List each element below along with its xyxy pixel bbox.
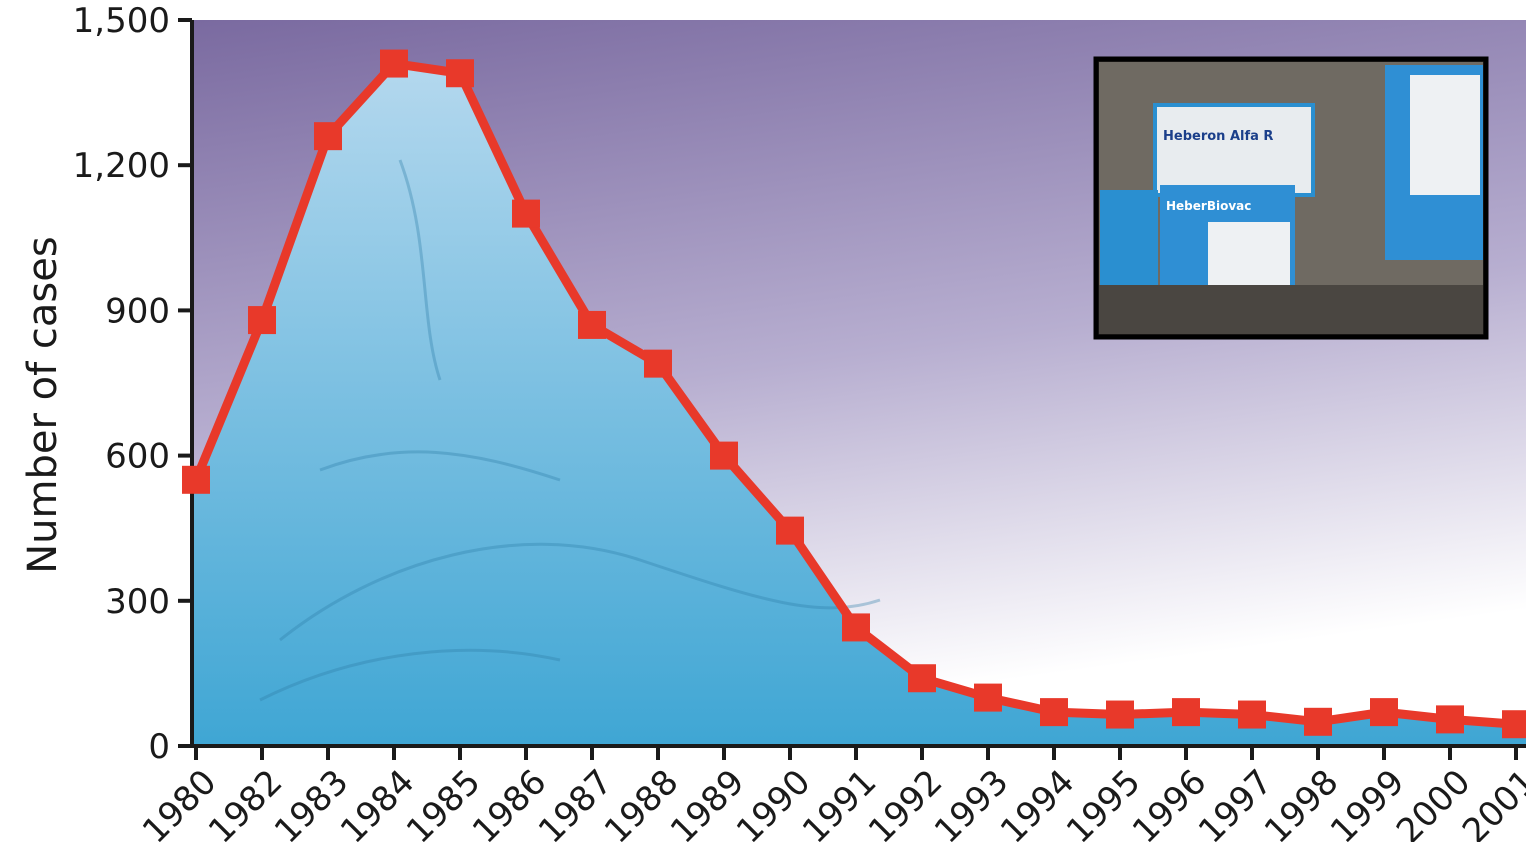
inset-box-right-label <box>1410 75 1480 195</box>
data-point-1983 <box>314 122 342 151</box>
map-texture <box>259 159 881 702</box>
data-point-1988 <box>644 349 672 378</box>
data-point-1995 <box>1106 700 1134 729</box>
data-point-1992 <box>908 664 936 693</box>
data-point-1999 <box>1370 698 1398 727</box>
y-tick-label: 0 <box>148 727 170 767</box>
y-tick-label: 1,500 <box>73 1 170 41</box>
data-point-1998 <box>1304 707 1332 736</box>
y-tick-label: 600 <box>105 437 170 477</box>
y-axis-label: Number of cases <box>20 236 66 573</box>
data-point-2000 <box>1436 705 1464 734</box>
data-point-1989 <box>710 441 738 470</box>
area-fill <box>192 63 1526 746</box>
inset-photo: Heberon Alfa R HeberBiovac <box>1093 56 1489 340</box>
inset-shelf <box>1099 285 1483 334</box>
data-point-1994 <box>1040 698 1068 727</box>
y-ticks: 0 300 600 900 1,200 1,500 <box>73 1 192 767</box>
data-point-1987 <box>578 310 606 339</box>
y-tick-label: 900 <box>105 291 170 331</box>
data-point-1990 <box>776 516 804 545</box>
data-point-1985 <box>446 59 474 88</box>
data-point-1982 <box>248 306 276 335</box>
data-point-1993 <box>974 683 1002 712</box>
inset-box-label-1: Heberon Alfa R <box>1163 129 1273 144</box>
inset-box-large <box>1153 103 1315 197</box>
data-point-1984 <box>380 49 408 78</box>
y-axis: 0 300 600 900 1,200 1,500 <box>73 1 194 767</box>
data-point-1996 <box>1172 698 1200 727</box>
data-point-1980 <box>182 465 210 494</box>
y-tick-label: 1,200 <box>73 146 170 186</box>
inset-box-label-2: HeberBiovac <box>1166 199 1251 213</box>
x-axis: 1980198219831984198519861987198819891990… <box>135 744 1526 842</box>
data-point-1991 <box>842 613 870 642</box>
data-point-1986 <box>512 199 540 228</box>
data-point-1997 <box>1238 700 1266 729</box>
y-tick-label: 300 <box>105 582 170 622</box>
data-point-2001 <box>1502 710 1526 739</box>
x-ticks: 1980198219831984198519861987198819891990… <box>135 746 1526 842</box>
series-markers <box>182 49 1526 739</box>
